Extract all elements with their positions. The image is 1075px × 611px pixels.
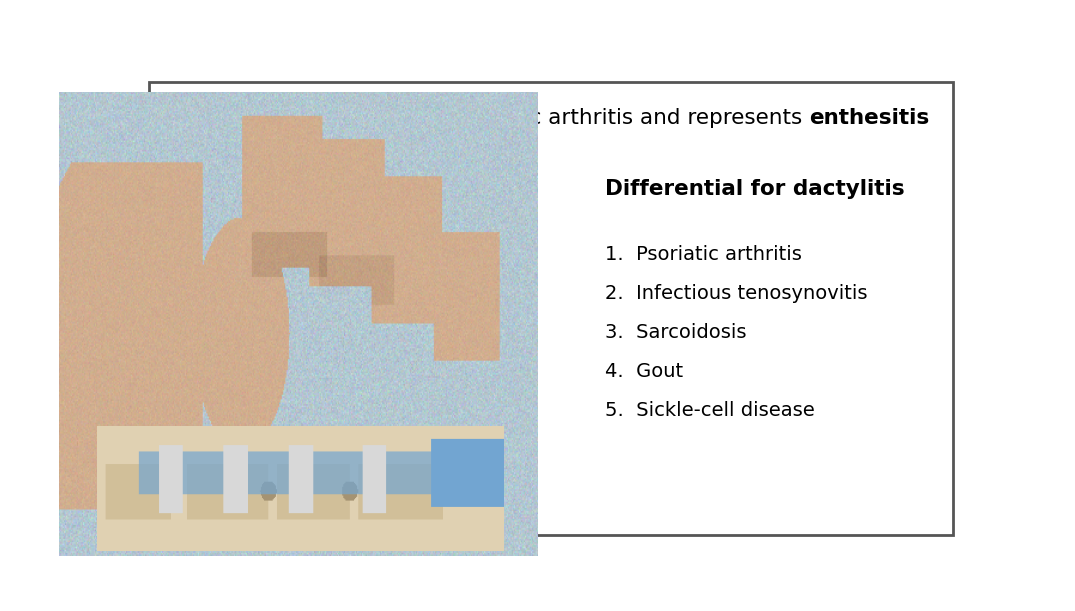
Text: 5.  Sickle-cell disease: 5. Sickle-cell disease [605, 401, 815, 420]
Text: Differential for dactylitis: Differential for dactylitis [605, 178, 905, 199]
Text: 1.  Psoriatic arthritis: 1. Psoriatic arthritis [605, 245, 802, 264]
Text: enthesitis: enthesitis [809, 108, 930, 128]
Text: 2.  Infectious tenosynovitis: 2. Infectious tenosynovitis [605, 284, 868, 303]
Text: Dactylitis: Dactylitis [172, 108, 286, 128]
Text: is a feature of psoriatic arthritis and represents: is a feature of psoriatic arthritis and … [286, 108, 809, 128]
Text: 3.  Sarcoidosis: 3. Sarcoidosis [605, 323, 747, 342]
Text: 4.  Gout: 4. Gout [605, 362, 684, 381]
FancyBboxPatch shape [149, 82, 952, 535]
